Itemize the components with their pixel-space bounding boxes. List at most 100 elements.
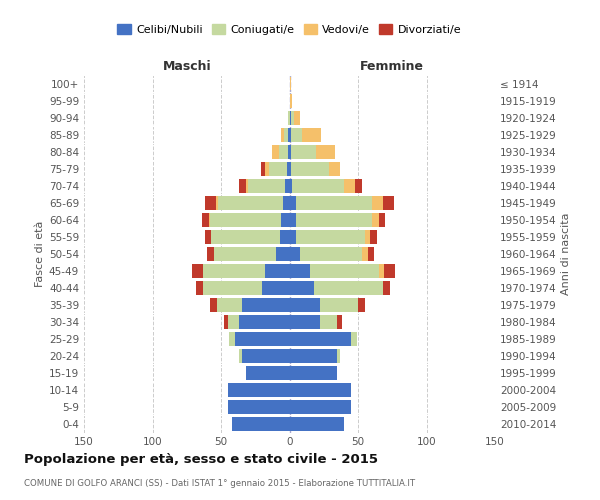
Bar [291, 128, 302, 141]
Bar [284, 128, 288, 141]
Bar [248, 178, 286, 192]
Bar [192, 264, 203, 278]
Bar [239, 349, 242, 363]
Bar [278, 144, 288, 158]
Bar [368, 247, 374, 260]
Bar [291, 144, 316, 158]
Bar [203, 264, 265, 278]
Bar [310, 264, 379, 278]
Bar [316, 144, 335, 158]
Bar [362, 247, 368, 260]
Bar [290, 281, 314, 295]
Bar [296, 212, 372, 226]
Bar [290, 110, 291, 124]
Bar [265, 264, 290, 278]
Bar [383, 196, 394, 209]
Bar [245, 366, 290, 380]
Bar [290, 144, 291, 158]
Bar [215, 196, 218, 209]
Bar [242, 349, 290, 363]
Bar [351, 332, 356, 346]
Text: Popolazione per età, sesso e stato civile - 2015: Popolazione per età, sesso e stato civil… [24, 452, 378, 466]
Bar [202, 212, 209, 226]
Bar [239, 178, 245, 192]
Bar [283, 196, 290, 209]
Bar [210, 298, 217, 312]
Bar [290, 366, 337, 380]
Bar [365, 230, 370, 243]
Bar [290, 298, 320, 312]
Bar [214, 247, 276, 260]
Bar [329, 162, 340, 175]
Y-axis label: Anni di nascita: Anni di nascita [561, 212, 571, 295]
Text: Femmine: Femmine [360, 60, 424, 74]
Bar [320, 298, 358, 312]
Bar [203, 281, 262, 295]
Bar [337, 315, 341, 329]
Bar [290, 178, 292, 192]
Bar [272, 144, 278, 158]
Legend: Celibi/Nubili, Coniugati/e, Vedovi/e, Divorziati/e: Celibi/Nubili, Coniugati/e, Vedovi/e, Di… [113, 20, 466, 40]
Bar [261, 162, 265, 175]
Bar [232, 417, 290, 431]
Bar [296, 230, 365, 243]
Bar [211, 230, 280, 243]
Bar [269, 162, 287, 175]
Bar [245, 178, 248, 192]
Text: COMUNE DI GOLFO ARANCI (SS) - Dati ISTAT 1° gennaio 2015 - Elaborazione TUTTITAL: COMUNE DI GOLFO ARANCI (SS) - Dati ISTAT… [24, 479, 415, 488]
Bar [320, 315, 337, 329]
Bar [224, 315, 228, 329]
Bar [290, 76, 291, 90]
Bar [355, 178, 362, 192]
Bar [288, 110, 290, 124]
Bar [228, 400, 290, 414]
Bar [290, 230, 296, 243]
Bar [290, 162, 291, 175]
Bar [276, 247, 290, 260]
Bar [217, 298, 242, 312]
Bar [290, 212, 296, 226]
Bar [286, 178, 290, 192]
Bar [384, 264, 395, 278]
Bar [287, 162, 290, 175]
Bar [379, 264, 384, 278]
Bar [291, 162, 329, 175]
Bar [290, 417, 344, 431]
Bar [370, 230, 377, 243]
Bar [290, 128, 291, 141]
Bar [290, 196, 296, 209]
Bar [210, 212, 281, 226]
Bar [358, 298, 365, 312]
Bar [290, 400, 351, 414]
Bar [288, 144, 290, 158]
Bar [265, 162, 269, 175]
Bar [290, 94, 292, 108]
Bar [228, 315, 239, 329]
Bar [196, 281, 203, 295]
Bar [337, 349, 340, 363]
Bar [281, 212, 290, 226]
Bar [290, 349, 337, 363]
Bar [235, 332, 290, 346]
Bar [302, 128, 321, 141]
Bar [228, 383, 290, 397]
Bar [372, 212, 379, 226]
Bar [290, 264, 310, 278]
Bar [290, 332, 351, 346]
Bar [290, 247, 301, 260]
Bar [205, 230, 211, 243]
Y-axis label: Fasce di età: Fasce di età [35, 220, 45, 287]
Text: Maschi: Maschi [163, 60, 211, 74]
Bar [262, 281, 290, 295]
Bar [314, 281, 383, 295]
Bar [218, 196, 283, 209]
Bar [209, 212, 210, 226]
Bar [288, 128, 290, 141]
Bar [372, 196, 383, 209]
Bar [344, 178, 355, 192]
Bar [383, 281, 389, 295]
Bar [291, 110, 293, 124]
Bar [229, 332, 235, 346]
Bar [208, 247, 214, 260]
Bar [296, 196, 372, 209]
